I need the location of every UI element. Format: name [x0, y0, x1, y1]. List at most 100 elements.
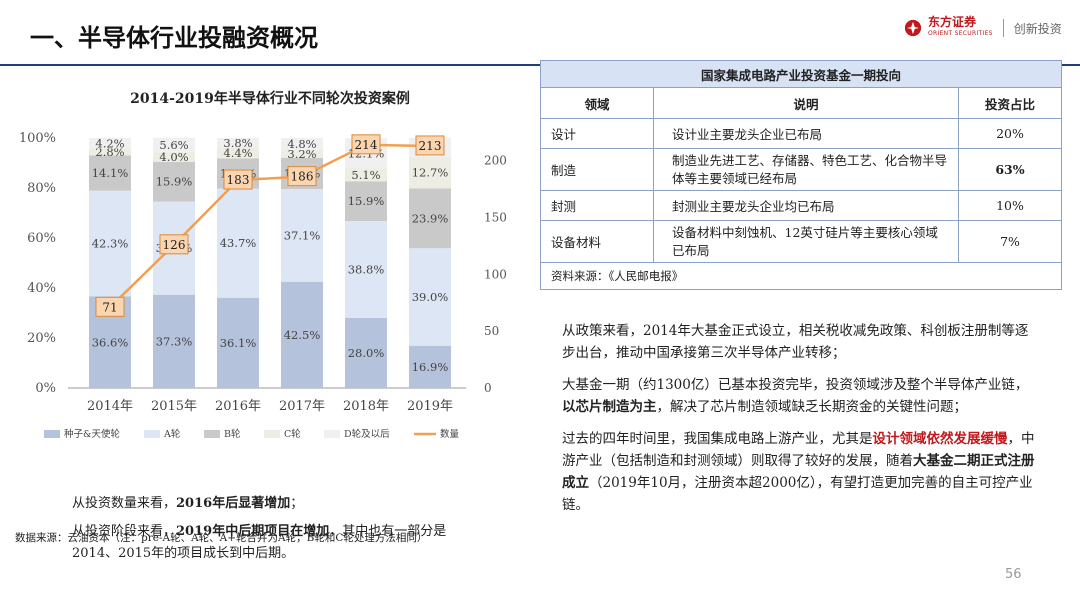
bar-value-label: 5.1%: [351, 168, 380, 182]
bar-segment: [217, 138, 259, 148]
industry-paragraph: 过去的四年时间里，我国集成电路上游产业，尤其是设计领域依然发展缓慢，中游产业（包…: [562, 431, 1035, 513]
bar-segment: [153, 294, 195, 388]
policy-paragraph: 从政策来看，2014年大基金正式设立，相关税收减免政策、科创板注册制等逐步出台，…: [562, 323, 1029, 361]
y2-tick-label: 50: [484, 324, 499, 338]
legend-label: A轮: [163, 428, 181, 440]
bar-segment: [153, 151, 195, 162]
bar-segment: [89, 138, 131, 149]
bar-value-label: 15.9%: [348, 194, 385, 208]
y-tick-label: 60%: [27, 231, 56, 246]
bar-value-label: 39.0%: [412, 290, 449, 304]
logo-cn-text: 东方证券: [928, 15, 977, 29]
col-header-share: 投资占比: [958, 87, 1062, 119]
legend-swatch: [264, 430, 280, 438]
chart-canvas: 0% 20% 40% 60% 80% 100% 0 50 100 150 200 36.6% 42.3%…: [19, 131, 507, 440]
col-header-field: 领域: [540, 87, 654, 119]
y2-tick-label: 100: [484, 267, 507, 281]
bar-segment: [89, 148, 131, 156]
bar-value-label: 36.6%: [92, 335, 129, 349]
bar-value-label: 36.1%: [220, 336, 257, 350]
bar-value-label: 14.1%: [92, 166, 129, 180]
legend-label: C轮: [284, 428, 301, 440]
bar-value-label: 4.8%: [287, 137, 316, 151]
left-notes: 从投资数量来看，2016年后显著增加； 从投资阶段来看，2019年中后期项目在增…: [72, 493, 472, 571]
bar-segment: [409, 156, 451, 189]
y2-tick-label: 0: [484, 381, 492, 395]
bar-segment: [153, 161, 195, 202]
legend-label: 数量: [440, 428, 460, 440]
count-label-box: [415, 135, 445, 156]
bar-segment: [281, 189, 323, 282]
fund-phase1-paragraph: 大基金一期（约1300亿）已基本投资完毕，投资领域涉及整个半导体产业链，以芯片制…: [562, 377, 1029, 415]
bar-segment: [281, 281, 323, 388]
bar-segment: [345, 318, 387, 388]
bar-value-label: 4.2%: [95, 136, 124, 150]
count-label: 126: [163, 238, 186, 252]
y-tick-label: 20%: [27, 331, 56, 346]
count-label: 186: [291, 170, 314, 184]
bar-value-label: 37.3%: [156, 334, 193, 348]
bar-segment: [345, 168, 387, 182]
bar-value-label: 12.7%: [412, 166, 449, 180]
note-stage: 从投资阶段来看，2019年中后期项目在增加，其中也有一部分是2014、2015年…: [72, 524, 447, 561]
count-label: 71: [102, 300, 117, 314]
table-row: 封测 封测业主要龙头企业均已布局 10%: [540, 190, 1062, 221]
bar-value-label: 16.9%: [412, 360, 449, 374]
count-label-box: [95, 296, 125, 317]
table-source: 资料来源：《人民邮电报》: [540, 262, 1062, 290]
bar-value-label: 37.1%: [284, 228, 321, 242]
analysis-text: 从政策来看，2014年大基金正式设立，相关税收减免政策、科创板注册制等逐步出台，…: [562, 320, 1038, 526]
bar-value-label: 38.8%: [348, 263, 385, 277]
y-tick-label: 40%: [27, 281, 56, 296]
bar-value-label: 4.4%: [223, 146, 252, 160]
bar-value-label: 3.2%: [287, 147, 316, 161]
bar-value-label: 15.9%: [156, 175, 193, 189]
count-label-box: [159, 234, 189, 255]
table-row: 设计 设计业主要龙头企业已布局 20%: [540, 118, 1062, 149]
y2-tick-label: 200: [484, 154, 507, 168]
page-number: 56: [1005, 567, 1022, 582]
x-tick-label: 2017年: [279, 399, 325, 414]
x-tick-label: 2018年: [343, 399, 389, 414]
orient-logo-icon: [904, 19, 922, 37]
bar-value-label: 42.3%: [92, 237, 129, 251]
bar-segment: [409, 188, 451, 249]
bar-value-label: 3.8%: [223, 136, 252, 150]
bar-segment: [217, 297, 259, 388]
logo-en-text: ORIENT SECURITIES: [928, 30, 993, 37]
bar-segment: [345, 221, 387, 318]
table-caption: 国家集成电路产业投资基金一期投向: [540, 60, 1062, 88]
bar-segment: [281, 150, 323, 158]
x-tick-label: 2019年: [407, 399, 453, 414]
page-title: 一、半导体行业投融资概况: [30, 24, 318, 52]
investment-rounds-chart: 2014-2019年半导体行业不同轮次投资案例 0% 20% 40% 60% 80% 10…: [0, 78, 540, 544]
chart-source: 数据来源：云油资本（注：pre-A轮、A轮、A+轮合并为A轮，B轮和C轮处理方法…: [15, 532, 428, 544]
legend-swatch: [44, 430, 60, 438]
bar-value-label: 42.5%: [284, 328, 321, 342]
brand-logo: 东方证券 ORIENT SECURITIES 创新投资: [904, 16, 1062, 40]
y-tick-label: 80%: [27, 181, 56, 196]
bar-value-label: 43.7%: [220, 236, 257, 250]
bar-segment: [345, 181, 387, 221]
bar-value-label: 28.0%: [348, 346, 385, 360]
y-tick-label: 100%: [19, 131, 56, 146]
legend-swatch: [324, 430, 340, 438]
legend-swatch: [144, 430, 160, 438]
count-label: 214: [355, 138, 378, 152]
x-tick-label: 2015年: [151, 399, 197, 414]
col-header-desc: 说明: [653, 87, 959, 119]
y2-tick-label: 150: [484, 211, 507, 225]
count-label-box: [287, 166, 317, 187]
bar-value-label: 4.0%: [159, 150, 188, 164]
bar-segment: [89, 155, 131, 191]
logo-slogan: 创新投资: [1013, 21, 1062, 36]
bar-segment: [89, 190, 131, 297]
table-row: 设备材料 设备材料中刻蚀机、12英寸硅片等主要核心领域已布局 7%: [540, 220, 1062, 263]
bar-value-label: 23.9%: [412, 211, 449, 225]
bar-segment: [409, 248, 451, 346]
count-label-box: [351, 134, 381, 155]
table-row: 制造 制造业先进工艺、存储器、特色工艺、化合物半导体等主要领域已经布局 63%: [540, 148, 1062, 191]
bar-segment: [153, 137, 195, 152]
x-tick-label: 2014年: [87, 399, 133, 414]
y-tick-label: 0%: [35, 381, 56, 396]
